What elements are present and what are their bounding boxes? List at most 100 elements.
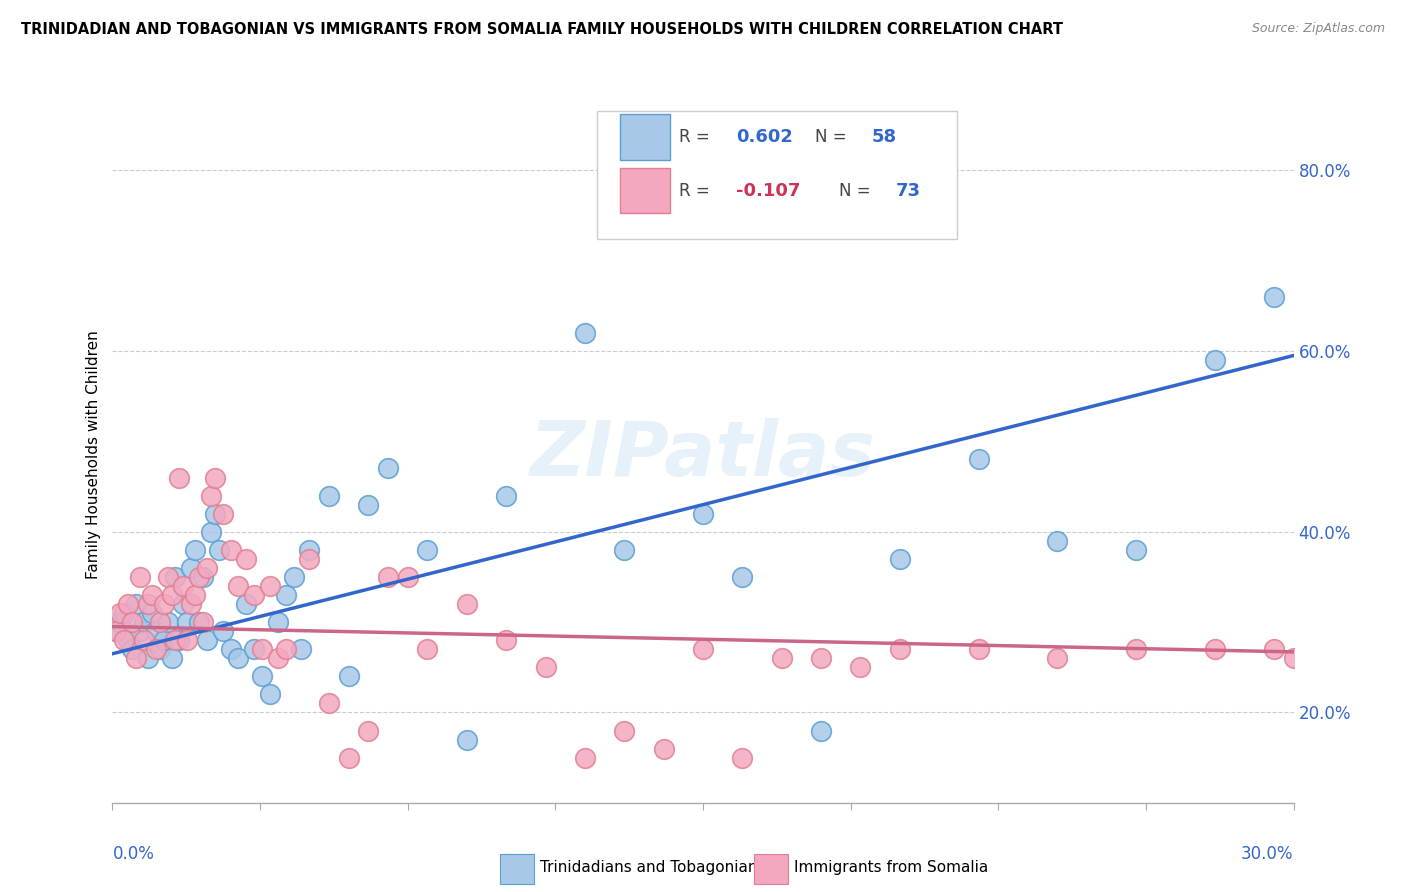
Point [105, 624, 128, 639]
Point [184, 588, 207, 602]
Point [1302, 759, 1324, 773]
Point [652, 741, 675, 756]
Point [172, 597, 194, 611]
Point [267, 615, 290, 629]
Point [191, 615, 214, 629]
Point [456, 732, 478, 747]
Point [121, 642, 143, 657]
Point [112, 606, 135, 620]
Point [810, 723, 832, 738]
Point [219, 542, 242, 557]
Point [121, 615, 143, 629]
FancyBboxPatch shape [754, 854, 787, 884]
Point [176, 615, 198, 629]
Text: -0.107: -0.107 [737, 182, 800, 200]
Point [770, 651, 793, 665]
Point [1263, 642, 1285, 657]
FancyBboxPatch shape [620, 168, 669, 213]
Point [1381, 759, 1403, 773]
Point [357, 498, 380, 512]
Text: Trinidadians and Tobagonians: Trinidadians and Tobagonians [540, 860, 765, 875]
Point [117, 597, 139, 611]
Point [267, 651, 290, 665]
Point [967, 642, 990, 657]
Point [1204, 353, 1226, 368]
Point [211, 507, 233, 521]
Point [176, 633, 198, 648]
Point [318, 489, 340, 503]
Point [396, 570, 419, 584]
Point [259, 687, 281, 701]
Point [211, 624, 233, 639]
Point [1263, 290, 1285, 304]
Point [243, 588, 266, 602]
Point [235, 551, 257, 566]
Point [184, 542, 207, 557]
Text: 0.602: 0.602 [737, 128, 793, 146]
Point [110, 615, 132, 629]
Point [1282, 651, 1305, 665]
FancyBboxPatch shape [501, 854, 534, 884]
Point [149, 642, 172, 657]
Text: 58: 58 [872, 128, 897, 146]
Point [200, 524, 222, 539]
Text: R =: R = [679, 182, 716, 200]
Point [274, 588, 297, 602]
Point [145, 624, 167, 639]
Point [125, 597, 148, 611]
Point [1204, 642, 1226, 657]
Point [692, 507, 714, 521]
Point [495, 489, 517, 503]
Point [243, 642, 266, 657]
Point [377, 461, 399, 475]
Point [1341, 759, 1364, 773]
Point [141, 606, 163, 620]
Point [574, 326, 596, 340]
Point [574, 750, 596, 764]
Point [145, 642, 167, 657]
Point [191, 570, 214, 584]
Text: 73: 73 [896, 182, 921, 200]
Point [204, 470, 226, 484]
Point [117, 633, 139, 648]
Point [416, 642, 439, 657]
Text: 30.0%: 30.0% [1241, 845, 1294, 863]
Point [136, 597, 159, 611]
Point [259, 579, 281, 593]
Point [180, 561, 202, 575]
FancyBboxPatch shape [596, 111, 957, 239]
Text: N =: N = [839, 182, 876, 200]
Point [160, 651, 183, 665]
Point [283, 570, 305, 584]
Point [810, 651, 832, 665]
Point [337, 750, 360, 764]
Point [731, 570, 754, 584]
Point [180, 597, 202, 611]
Point [1046, 533, 1069, 548]
Point [1400, 750, 1406, 764]
Text: TRINIDADIAN AND TOBAGONIAN VS IMMIGRANTS FROM SOMALIA FAMILY HOUSEHOLDS WITH CHI: TRINIDADIAN AND TOBAGONIAN VS IMMIGRANTS… [21, 22, 1063, 37]
Y-axis label: Family Households with Children: Family Households with Children [86, 331, 101, 579]
Point [235, 597, 257, 611]
Text: Immigrants from Somalia: Immigrants from Somalia [794, 860, 988, 875]
Point [613, 542, 636, 557]
Point [377, 570, 399, 584]
Point [298, 551, 321, 566]
Point [169, 633, 191, 648]
Point [149, 615, 172, 629]
Point [228, 651, 250, 665]
Point [129, 624, 152, 639]
Point [456, 597, 478, 611]
Text: Source: ZipAtlas.com: Source: ZipAtlas.com [1251, 22, 1385, 36]
Point [169, 470, 191, 484]
Point [889, 551, 911, 566]
Point [195, 633, 218, 648]
Text: 0.0%: 0.0% [112, 845, 155, 863]
Point [219, 642, 242, 657]
Point [337, 669, 360, 683]
Point [889, 642, 911, 657]
Point [112, 633, 135, 648]
Text: N =: N = [815, 128, 852, 146]
Point [204, 507, 226, 521]
Point [1322, 741, 1344, 756]
